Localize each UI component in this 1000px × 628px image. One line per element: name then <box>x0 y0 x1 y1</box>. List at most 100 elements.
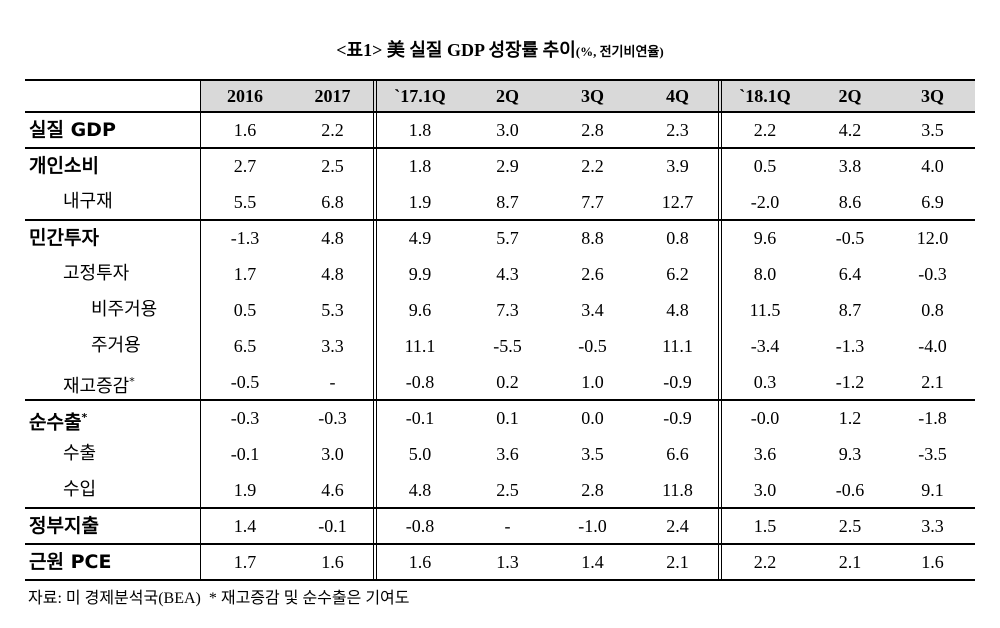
value-cell: -0.8 <box>405 372 435 392</box>
value-cell: 2.1 <box>921 372 944 392</box>
value-cell: 0.5 <box>233 300 257 320</box>
value-cell: 0.8 <box>921 300 944 320</box>
value-cell: -0.5 <box>835 228 865 248</box>
value-cell: 1.8 <box>408 120 432 140</box>
table-top-border <box>25 79 975 81</box>
value-cell: -0.0 <box>750 408 780 428</box>
value-cell: 2.6 <box>581 264 604 284</box>
value-cell: 1.7 <box>233 264 257 284</box>
value-cell: 4.2 <box>838 120 862 140</box>
title-block: <표1> 美 실질 GDP 성장률 추이(%, 전기비연율) <box>0 36 1000 62</box>
value-cell: 11.5 <box>749 300 781 320</box>
value-cell: 5.5 <box>233 192 257 212</box>
note-mark: * <box>129 375 135 388</box>
value-cell: 4.3 <box>496 264 519 284</box>
value-cell: 6.9 <box>921 192 944 212</box>
value-cell: 0.5 <box>753 156 777 176</box>
value-cell: 6.4 <box>838 264 862 284</box>
label-text: 개인소비 <box>29 155 99 177</box>
label-text: 재고증감 <box>63 376 130 397</box>
value-cell: 4.9 <box>408 228 432 248</box>
value-cell: -0.9 <box>663 372 692 392</box>
column-header: 3Q <box>920 86 944 106</box>
value-cell: 2.4 <box>666 516 689 536</box>
value-cell: 1.4 <box>581 552 604 572</box>
label-text: 비주거용 <box>91 299 158 320</box>
column-header: `18.1Q <box>739 86 791 106</box>
label-text: 수입 <box>63 479 97 500</box>
value-cell: -1.3 <box>835 336 865 356</box>
value-cell: -0.5 <box>230 372 260 392</box>
value-cell: 2.8 <box>581 480 604 500</box>
value-cell: 6.5 <box>233 336 257 356</box>
value-cell: 2.3 <box>666 120 689 140</box>
value-cell: 2.2 <box>753 552 777 572</box>
column-header: 3Q <box>580 86 604 106</box>
value-cell: 4.0 <box>921 156 944 176</box>
value-cell: 3.0 <box>753 480 777 500</box>
value-cell: -0.5 <box>578 336 607 356</box>
value-cell: 2.5 <box>321 156 344 176</box>
value-cell: 7.7 <box>581 192 604 212</box>
section-border <box>25 507 975 509</box>
label-text: 고정투자 <box>63 263 130 284</box>
value-cell: 1.6 <box>921 552 944 572</box>
section-border <box>25 219 975 221</box>
title: <표1> 美 실질 GDP 성장률 추이 <box>336 40 576 60</box>
value-cell: 1.0 <box>581 372 604 392</box>
header-border <box>25 111 975 113</box>
value-cell: 3.5 <box>581 444 604 464</box>
value-cell: 3.4 <box>581 300 604 320</box>
value-cell: -0.9 <box>663 408 692 428</box>
value-cell: 6.6 <box>666 444 689 464</box>
label-text: 실질 GDP <box>29 119 116 141</box>
label-text: 수출 <box>63 443 97 464</box>
label-text: 내구재 <box>63 191 113 212</box>
section-border <box>25 543 975 545</box>
value-cell: 0.3 <box>753 372 777 392</box>
column-header: 2Q <box>495 86 519 106</box>
value-cell: 6.2 <box>666 264 689 284</box>
value-cell: 11.1 <box>404 336 436 356</box>
value-cell: -5.5 <box>493 336 522 356</box>
note-mark: * <box>81 411 88 424</box>
value-cell: 4.6 <box>321 480 344 500</box>
value-cell: 2.9 <box>496 156 519 176</box>
value-cell: -2.0 <box>750 192 780 212</box>
value-cell: 5.7 <box>496 228 519 248</box>
value-cell: 1.7 <box>233 552 257 572</box>
section-border <box>25 399 975 401</box>
value-cell: 1.4 <box>233 516 257 536</box>
value-cell: 5.3 <box>321 300 344 320</box>
value-cell: 8.0 <box>753 264 777 284</box>
value-cell: 2.1 <box>666 552 689 572</box>
row-label: 민간투자 <box>29 220 99 256</box>
value-cell: 2.2 <box>321 120 344 140</box>
value-cell: 7.3 <box>496 300 519 320</box>
value-cell: 2.5 <box>838 516 862 536</box>
value-cell: 4.8 <box>408 480 432 500</box>
value-cell: 3.0 <box>321 444 344 464</box>
value-cell: -1.3 <box>230 228 260 248</box>
header-bg <box>200 80 975 112</box>
value-cell: 6.8 <box>321 192 344 212</box>
row-label: 실질 GDP <box>29 112 116 148</box>
table-bottom-border <box>25 579 975 581</box>
value-cell: -4.0 <box>918 336 947 356</box>
value-cell: 2.1 <box>838 552 862 572</box>
row-label: 비주거용 <box>91 292 157 328</box>
row-label: 고정투자 <box>63 256 129 292</box>
value-cell: -3.4 <box>750 336 780 356</box>
value-cell: - <box>504 516 511 536</box>
value-cell: -0.1 <box>405 408 435 428</box>
value-cell: -0.6 <box>835 480 865 500</box>
value-cell: 2.8 <box>581 120 604 140</box>
value-cell: -0.3 <box>230 408 260 428</box>
label-text: 주거용 <box>91 335 141 356</box>
value-cell: 5.0 <box>408 444 432 464</box>
value-cell: 2.5 <box>496 480 519 500</box>
value-cell: 9.9 <box>408 264 432 284</box>
column-border <box>718 80 719 580</box>
value-cell: 1.6 <box>233 120 257 140</box>
